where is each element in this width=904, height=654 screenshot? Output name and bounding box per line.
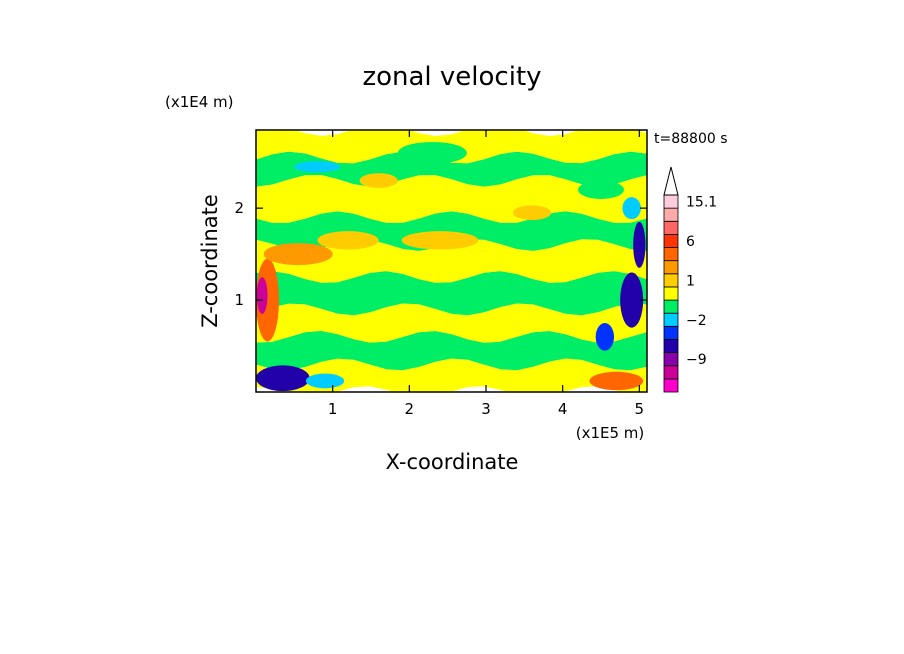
chart-title: zonal velocity	[362, 62, 541, 92]
contour-band	[256, 239, 647, 283]
contour-feature	[256, 365, 310, 392]
colorbar-extend-max	[663, 166, 679, 196]
contour-feature	[317, 231, 379, 250]
colorbar-segment	[663, 260, 679, 275]
colorbar: 15.1 6 1 −2 −9	[663, 166, 717, 393]
y-tick-label: 1	[234, 291, 244, 309]
contour-feature	[359, 173, 398, 188]
colorbar-segment	[663, 194, 679, 209]
colorbar-segment	[663, 233, 679, 248]
colorbar-segment	[663, 365, 679, 380]
colorbar-segment	[663, 339, 679, 354]
colorbar-segment	[663, 352, 679, 367]
contour-band	[256, 151, 647, 187]
contour-band	[256, 211, 647, 251]
x-tick-label: 5	[635, 400, 645, 418]
contour-feature	[263, 243, 333, 266]
colorbar-segment	[663, 312, 679, 327]
y-scale-label: (x1E4 m)	[165, 93, 234, 111]
colorbar-segment	[663, 220, 679, 235]
x-tick-label: 2	[405, 400, 415, 418]
x-tick-label: 1	[328, 400, 338, 418]
contour-feature	[633, 221, 646, 268]
y-axis-label: Z-coordinate	[198, 194, 222, 328]
x-axis-label: X-coordinate	[386, 450, 519, 474]
contour-feature	[589, 371, 644, 391]
colorbar-segment	[663, 273, 679, 288]
contour-feature	[622, 197, 641, 220]
colorbar-tick-label: 6	[686, 234, 695, 250]
contour-feature	[512, 205, 552, 221]
contour-feature	[620, 272, 644, 328]
contour-feature	[578, 180, 624, 199]
x-tick-label: 3	[481, 400, 491, 418]
colorbar-tick-label: −9	[686, 352, 707, 368]
contour-feature	[595, 323, 615, 351]
colorbar-segment	[663, 299, 679, 314]
colorbar-segment	[663, 286, 679, 301]
contour-feature	[305, 373, 345, 389]
colorbar-segment	[663, 325, 679, 340]
contour-feature	[397, 141, 467, 165]
contour-band	[256, 303, 647, 343]
x-axis: 1 2 3 4 5	[328, 130, 644, 418]
plot-frame	[255, 129, 648, 393]
contour-band	[256, 330, 647, 371]
contour-band	[256, 271, 647, 316]
y-axis: 12	[234, 199, 647, 309]
contour-feature	[294, 161, 341, 173]
x-scale-label: (x1E5 m)	[576, 424, 645, 442]
colorbar-segment	[663, 378, 679, 393]
contour-feature	[401, 231, 479, 250]
colorbar-segment	[663, 207, 679, 222]
contour-band	[256, 358, 647, 392]
y-tick-label: 2	[234, 199, 244, 217]
time-label: t=88800 s	[654, 131, 728, 147]
colorbar-segment	[663, 247, 679, 262]
contour-field	[256, 130, 647, 392]
colorbar-tick-label: 1	[686, 273, 695, 289]
x-tick-label: 4	[558, 400, 568, 418]
colorbar-tick-label: −2	[686, 313, 707, 329]
colorbar-tick-label: 15.1	[686, 195, 717, 211]
contour-feature	[256, 277, 268, 314]
